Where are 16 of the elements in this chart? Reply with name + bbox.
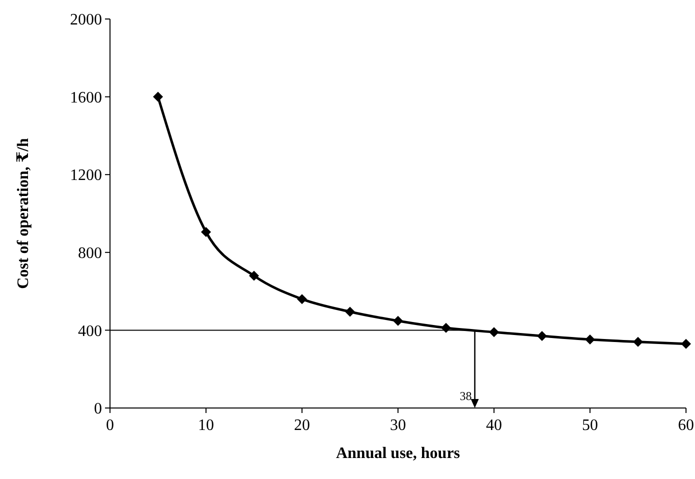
y-tick-label: 1200: [70, 167, 102, 184]
x-tick-label: 30: [390, 417, 406, 434]
x-tick-label: 60: [678, 417, 694, 434]
y-tick-label: 1600: [70, 89, 102, 106]
x-tick-label: 0: [106, 417, 114, 434]
y-tick-label: 0: [94, 400, 102, 418]
x-tick-label: 50: [582, 417, 598, 434]
ref-line-label: 38: [460, 389, 472, 403]
x-axis-title: Annual use, hours: [336, 445, 460, 462]
x-tick-label: 10: [198, 417, 214, 434]
x-tick-label: 40: [486, 417, 502, 434]
y-tick-label: 2000: [70, 12, 102, 29]
x-tick-label: 20: [294, 417, 310, 434]
y-axis-title: Cost of operation, ₹/h: [15, 138, 32, 289]
y-tick-label: 800: [78, 245, 102, 262]
y-tick-label: 400: [78, 322, 102, 340]
